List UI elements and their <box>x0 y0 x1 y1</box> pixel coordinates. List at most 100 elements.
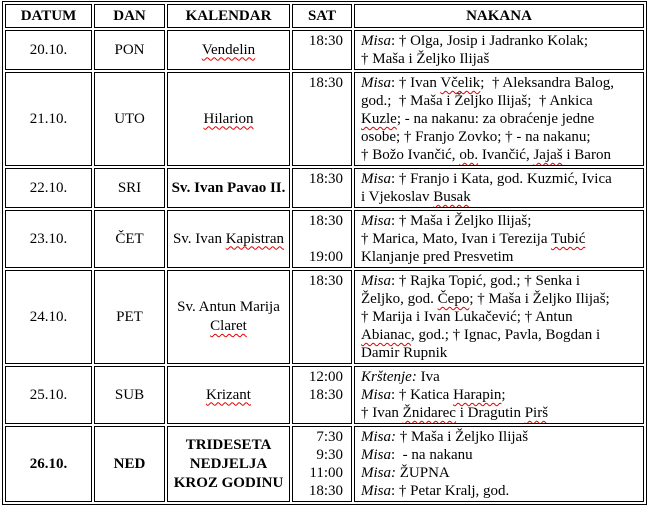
nakana-line: Misa: † Maša i Željko Ilijaš <box>361 428 641 446</box>
misspelled-word: Jajaš <box>533 147 563 163</box>
text-segment: : † Katica <box>391 387 454 403</box>
kalendar-cell: Sv. Ivan Pavao II. <box>167 168 290 208</box>
text-segment: : † Maša i Željko Ilijaš; <box>391 213 532 229</box>
text-segment: Sv. Ivan Pavao II. <box>171 179 286 196</box>
time-value: 18:30 <box>308 213 343 229</box>
sat-cell: 12:00 18:30 <box>292 366 352 424</box>
table-row: 26.10. NED TRIDESETA NEDJELJA KROZ GODINU 7:3… <box>5 426 644 502</box>
datum-cell: 21.10. <box>5 72 92 166</box>
time-value: 18:30 <box>308 483 343 499</box>
schedule-table-body: 20.10. PON Vendelin 18:30 Misa: † Olga, Josi… <box>5 30 644 502</box>
misspelled-word: ob. <box>459 147 479 163</box>
table-row: 21.10. UTO Hilarion 18:30 Misa: † Ivan Včeli… <box>5 72 644 166</box>
text-segment: Sv. Ivan <box>172 230 226 247</box>
text-segment: : † Petar Kralj, god. <box>391 483 510 499</box>
nakana-cell: Misa: † Olga, Josip i Jadranko Kolak; † M… <box>354 30 644 70</box>
text-segment: † Maša i Željko Ilijaš <box>396 429 529 445</box>
nakana-line: Misa: - na nakanu <box>361 446 641 464</box>
text-segment: TRIDESETA <box>185 436 272 453</box>
dan-cell: ČET <box>94 210 165 268</box>
text-segment: † Ivan <box>361 405 403 421</box>
nakana-line: † Marica, Mato, Ivan i Terezija Tubić <box>361 230 641 248</box>
nakana-line: Krštenje: Iva <box>361 368 641 386</box>
misspelled-word: Abianac <box>361 327 411 343</box>
time-value: 18:30 <box>308 171 343 187</box>
table-row: 20.10. PON Vendelin 18:30 Misa: † Olga, Josi… <box>5 30 644 70</box>
time-value: 11:00 <box>309 465 343 481</box>
text-segment: , god.; † Ignac, Pavla, Bogdan i <box>410 327 601 343</box>
kalendar-line: Vendelin <box>169 41 288 60</box>
nakana-line: Misa: † Rajka Topić, god.; † Senka i <box>361 272 641 290</box>
nakana-cell: Misa: † Maša i Željko Ilijaš; † Marica, M… <box>354 210 644 268</box>
kalendar-cell: TRIDESETA NEDJELJA KROZ GODINU <box>167 426 290 502</box>
time-value <box>293 230 343 248</box>
text-segment: Misa: <box>361 465 396 481</box>
table-row: 22.10. SRI Sv. Ivan Pavao II. 18:30 Misa: † … <box>5 168 644 208</box>
datum-cell: 22.10. <box>5 168 92 208</box>
sat-cell: 18:30 19:00 <box>292 210 352 268</box>
misspelled-word: Čepo <box>437 291 470 307</box>
text-segment: : † Ivan <box>391 75 441 91</box>
nakana-cell: Misa: † Rajka Topić, god.; † Senka i Želj… <box>354 270 644 364</box>
text-segment: Ivančić, <box>478 147 534 163</box>
sat-cell: 18:30 <box>292 30 352 70</box>
nakana-cell: Krštenje: Iva Misa: † Katica Harapin; † Iv… <box>354 366 644 424</box>
dan-cell: PON <box>94 30 165 70</box>
misspelled-word: Pirš <box>524 405 549 421</box>
kalendar-cell: Sv. Antun Marija Claret <box>167 270 290 364</box>
nakana-cell: Misa: † Ivan Včelik; † Aleksandra Balog,… <box>354 72 644 166</box>
nakana-line: Misa: † Franjo i Kata, god. Kuzmić, Ivic… <box>361 170 641 188</box>
text-segment: Damir Rupnik <box>361 345 448 361</box>
text-segment: i Vjekoslav <box>361 189 434 205</box>
text-segment: : - na nakanu <box>391 447 473 463</box>
nakana-cell: Misa: † Maša i Željko Ilijaš Misa: - na n… <box>354 426 644 502</box>
text-segment: ; † Aleksandra Balog, <box>480 75 615 91</box>
datum-cell: 20.10. <box>5 30 92 70</box>
datum-cell: 25.10. <box>5 366 92 424</box>
text-segment: Misa <box>361 387 391 403</box>
column-header-nakana: NAKANA <box>354 4 644 28</box>
misspelled-word: Hilarion <box>203 110 254 127</box>
text-segment: † Božo Ivančić, <box>361 147 460 163</box>
text-segment: Željko, god. <box>361 291 438 307</box>
sat-cell: 18:30 <box>292 168 352 208</box>
nakana-line: Misa: † Katica Harapin; <box>361 386 641 404</box>
text-segment: Misa <box>361 33 391 49</box>
text-segment: Misa <box>361 483 391 499</box>
dan-cell: SRI <box>94 168 165 208</box>
text-segment: Iva <box>416 369 440 385</box>
kalendar-cell: Sv. Ivan Kapistran <box>167 210 290 268</box>
nakana-line: † Ivan Žnidarec i Dragutin Pirš <box>361 404 641 422</box>
nakana-line: osobe; † Franjo Zovko; † - na nakanu; <box>361 128 641 146</box>
text-segment: Misa <box>361 273 391 289</box>
nakana-line: i Vjekoslav Busak <box>361 188 641 206</box>
nakana-line: Damir Rupnik <box>361 344 641 362</box>
kalendar-line: KROZ GODINU <box>169 474 288 493</box>
nakana-line: † Marija i Ivan Lukačević; † Antun <box>361 308 641 326</box>
text-segment: † Marica, Mato, Ivan i Terezija <box>361 231 551 247</box>
kalendar-line: TRIDESETA <box>169 436 288 455</box>
datum-cell: 24.10. <box>5 270 92 364</box>
nakana-line: Abianac, god.; † Ignac, Pavla, Bogdan i <box>361 326 641 344</box>
text-segment: Misa <box>361 171 391 187</box>
misspelled-word: Tubić <box>551 231 586 247</box>
dan-cell: NED <box>94 426 165 502</box>
text-segment: ; - na nakanu: za obraćenje jedne <box>396 111 595 127</box>
misspelled-word: Žnidarec <box>402 405 456 421</box>
nakana-line: Misa: † Olga, Josip i Jadranko Kolak; <box>361 32 641 50</box>
text-segment: i Dragutin <box>455 405 525 421</box>
text-segment: Klanjanje pred Presvetim <box>361 249 514 265</box>
misspelled-word: Vendelin <box>201 41 256 58</box>
sat-cell: 7:30 9:30 11:00 18:30 <box>292 426 352 502</box>
text-segment: ; † Maša i Željko Ilijaš; <box>469 291 610 307</box>
nakana-line: † Maša i Željko Ilijaš <box>361 50 641 68</box>
table-row: 25.10. SUB Krizant 12:00 18:30 Krštenje: Iva M… <box>5 366 644 424</box>
misspelled-word: Harapin <box>453 387 502 403</box>
text-segment: Misa: <box>361 429 396 445</box>
table-row: 23.10. ČET Sv. Ivan Kapistran 18:30 19:00 Mi… <box>5 210 644 268</box>
misspelled-word: Kuzle <box>361 111 397 127</box>
kalendar-line: Sv. Ivan Pavao II. <box>169 179 288 198</box>
datum-cell: 23.10. <box>5 210 92 268</box>
misspelled-word: Krizant <box>206 386 251 403</box>
